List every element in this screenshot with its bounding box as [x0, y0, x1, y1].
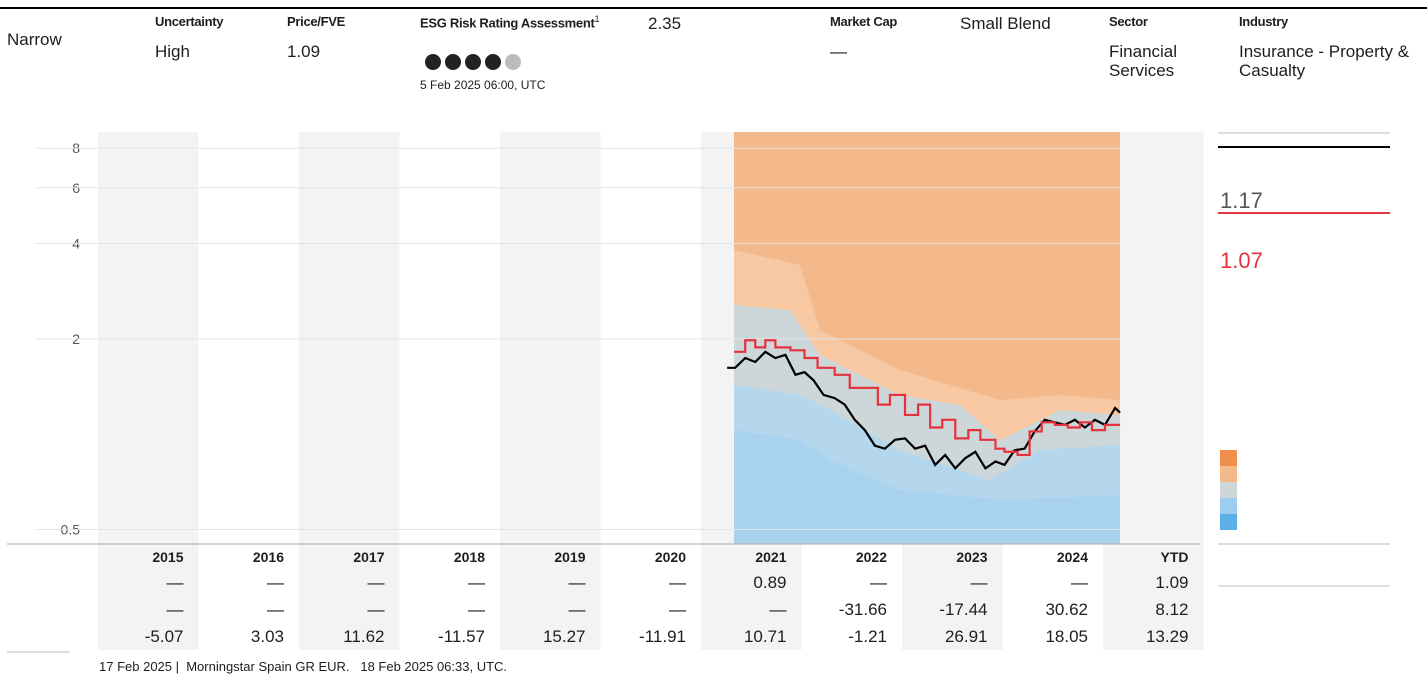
- table-cell: 3.03: [250, 627, 284, 646]
- table-cell: 10.71: [743, 627, 787, 646]
- series-line: [734, 339, 1121, 457]
- table-cell: -31.66: [838, 600, 887, 619]
- current-value: 1.17: [1220, 188, 1263, 213]
- table-cell: 30.62: [1045, 600, 1088, 619]
- table-cell: —: [367, 573, 385, 592]
- table-cell: 8.12: [1155, 600, 1189, 619]
- current-value: 1.07: [1220, 248, 1263, 273]
- table-cell: —: [568, 573, 586, 592]
- label: Market Cap: [830, 14, 898, 29]
- table-cell: —: [267, 573, 284, 592]
- table-cell: —: [870, 573, 887, 592]
- value: Financial Services: [1109, 42, 1178, 80]
- table-cell: —: [468, 573, 485, 592]
- value: 1.09: [287, 42, 321, 61]
- column-header: 2020: [654, 549, 686, 565]
- column-header: 2024: [1056, 549, 1088, 565]
- table-cell: —: [1071, 573, 1088, 592]
- column-header: 2019: [554, 549, 586, 565]
- table-cell: 1.09: [1155, 573, 1189, 592]
- label: Price/FVE: [287, 14, 345, 29]
- column-header: 2015: [152, 549, 184, 565]
- table-cell: —: [166, 573, 184, 592]
- table-cell: 18.05: [1045, 627, 1088, 646]
- table-cell: —: [166, 600, 184, 619]
- table-cell: —: [568, 600, 586, 619]
- column-stripe: [299, 132, 400, 650]
- value: —: [830, 42, 847, 61]
- label: Sector: [1109, 14, 1148, 29]
- table-cell: 26.91: [944, 627, 988, 646]
- moat: Narrow: [7, 30, 62, 49]
- column-header: 2022: [855, 549, 887, 565]
- table-cell: —: [669, 573, 686, 592]
- date: 5 Feb 2025 06:00, UTC: [420, 78, 546, 92]
- column-header: 2018: [453, 549, 485, 565]
- table-cell: -5.07: [144, 627, 184, 646]
- table-cell: 15.27: [542, 627, 586, 646]
- label-text: ESG Risk Rating Assessment: [420, 15, 595, 31]
- column-header: 2021: [755, 549, 787, 565]
- table-cell: —: [769, 600, 787, 619]
- table-cell: —: [267, 600, 284, 619]
- footnote: 1: [594, 14, 600, 24]
- column-stripe: [98, 132, 199, 650]
- column-header: 2017: [353, 549, 385, 565]
- column-header: 2016: [252, 549, 284, 565]
- table-cell: —: [970, 573, 988, 592]
- value: High: [155, 42, 190, 61]
- valuation-bands: [734, 132, 1120, 544]
- label: Uncertainty: [155, 14, 224, 29]
- label: ESG Risk Rating Assessment1: [420, 14, 600, 31]
- table-cell: 13.29: [1145, 627, 1189, 646]
- label: Industry: [1239, 14, 1288, 29]
- table-cell: —: [468, 600, 485, 619]
- column-stripe: [500, 132, 601, 650]
- table-cell: 0.89: [753, 573, 787, 592]
- table-cell: -1.21: [848, 627, 887, 646]
- table-cell: -17.44: [939, 600, 988, 619]
- value: 2.35: [648, 14, 682, 33]
- footer: 17 Feb 2025 | Morningstar Spain GR EUR. …: [99, 659, 508, 674]
- table-cell: —: [367, 600, 385, 619]
- column-header: 2023: [956, 549, 988, 565]
- table-cell: 11.62: [343, 627, 385, 646]
- series-line: [727, 350, 1121, 471]
- legend-swatches: [1220, 450, 1237, 530]
- value: Insurance - Property & Casualty: [1239, 42, 1410, 80]
- column-header: YTD: [1160, 549, 1189, 565]
- value: Small Blend: [960, 14, 1051, 33]
- table-cell: —: [669, 600, 686, 619]
- table-cell: -11.91: [639, 627, 686, 646]
- table-cell: -11.57: [438, 627, 485, 646]
- esg-globes: [425, 54, 521, 70]
